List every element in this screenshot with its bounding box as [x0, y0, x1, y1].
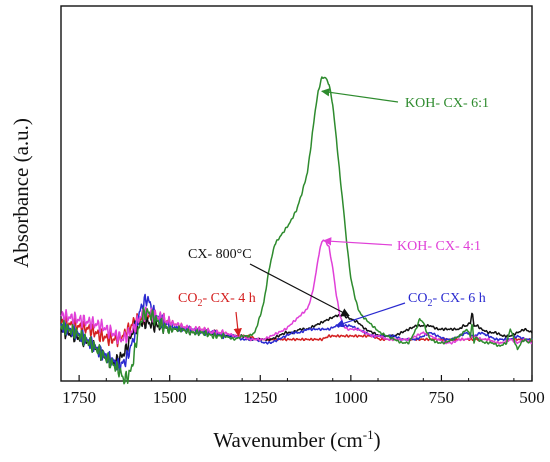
x-tick-label: 750: [429, 388, 455, 407]
plot-frame: [60, 5, 533, 382]
x-tick-label: 500: [519, 388, 545, 407]
annotation-label: CO2- CX- 6 h: [408, 291, 486, 309]
series-line-koh-cx-6-1: [60, 76, 533, 385]
annotation-label: KOH- CX- 6:1: [405, 96, 489, 111]
x-axis-title: Wavenumber (cm-1): [213, 427, 380, 452]
annotation-group: KOH- CX- 6:1 KOH- CX- 4:1 CX- 800°C CO2- CX…: [178, 88, 489, 337]
x-tick-label: 1250: [243, 388, 277, 407]
series-line-koh-cx-4-1: [60, 239, 533, 345]
annotation-arrow: [249, 263, 350, 317]
x-tick-label: 1000: [334, 388, 368, 407]
x-axis-title-superscript: -1: [363, 427, 374, 442]
annotation-arrow: [321, 88, 399, 103]
y-axis-title: Absorbance (a.u.): [9, 118, 33, 268]
annotation-label: CO2- CX- 4 h: [178, 291, 256, 309]
x-tick-label: 1750: [62, 388, 96, 407]
annotation-label: CX- 800°C: [188, 247, 252, 262]
x-axis-ticks: 1750 1500 1250 1000 750 500: [60, 375, 545, 407]
series-group: [60, 76, 533, 385]
annotation-arrow: [335, 302, 406, 328]
annotation-arrow: [322, 237, 393, 246]
annotation-arrow: [233, 311, 242, 337]
annotation-label: KOH- CX- 4:1: [397, 239, 481, 254]
x-tick-label: 1500: [153, 388, 187, 407]
